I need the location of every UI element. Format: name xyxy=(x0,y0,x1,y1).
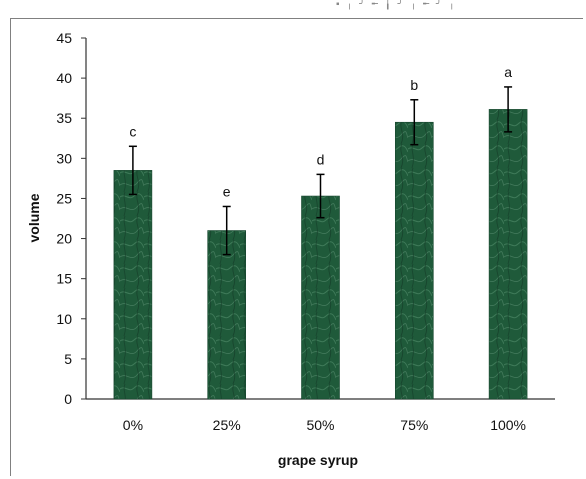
y-tick-label: 30 xyxy=(56,150,72,166)
bar xyxy=(207,230,246,400)
x-axis-title: grape syrup xyxy=(278,452,358,468)
y-tick-label: 20 xyxy=(56,231,72,247)
cropped-header-text: ▪ ╷ ╯ ╾ ╽ ╯ ╷ ╾ ╯ ╷ xyxy=(336,0,457,10)
chart-frame xyxy=(10,18,583,476)
significance-label: a xyxy=(504,64,512,80)
y-tick-label: 10 xyxy=(56,311,72,327)
y-tick-label: 5 xyxy=(64,351,72,367)
significance-label: e xyxy=(223,183,231,199)
y-tick-label: 45 xyxy=(56,30,72,46)
significance-label: b xyxy=(410,77,418,93)
significance-label: c xyxy=(129,123,136,139)
bar xyxy=(488,109,528,400)
bar xyxy=(394,121,434,400)
y-tick-label: 25 xyxy=(56,190,72,206)
y-tick-label: 40 xyxy=(56,70,72,86)
x-tick-label: 0% xyxy=(123,417,143,433)
y-tick-label: 15 xyxy=(56,271,72,287)
significance-label: d xyxy=(317,151,325,167)
y-tick-label: 35 xyxy=(56,110,72,126)
bar xyxy=(113,170,153,400)
x-tick-label: 25% xyxy=(213,417,241,433)
y-tick-label: 0 xyxy=(64,391,72,407)
x-tick-label: 75% xyxy=(400,417,428,433)
bar xyxy=(301,195,340,400)
x-tick-label: 50% xyxy=(306,417,334,433)
x-tick-label: 100% xyxy=(490,417,526,433)
y-axis-title: volume xyxy=(26,193,42,242)
